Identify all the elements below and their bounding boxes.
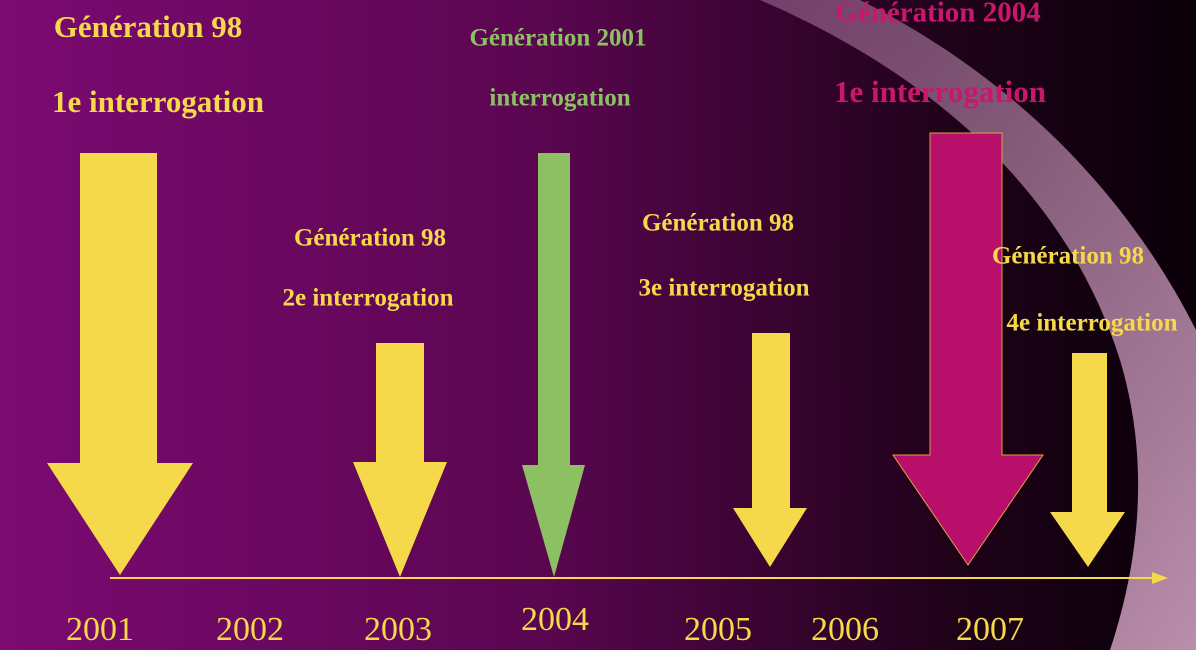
event-subtitle: 1e interrogation [834,74,1046,109]
arrow [1050,353,1125,567]
year: 2006 [811,611,879,648]
year: 2001 [66,611,134,648]
event-title: Génération 2004 [835,0,1040,29]
year: 2002 [216,611,284,648]
event-title: Génération 98 [54,9,243,44]
event-subtitle: 2e interrogation [282,285,453,312]
event-subtitle: 1e interrogation [52,84,264,119]
swoosh [760,0,1196,650]
event-title: Génération 98 [642,210,794,237]
arrow [892,132,1044,566]
year: 2003 [364,611,432,648]
year: 2004 [521,601,589,638]
arrow [733,333,807,567]
event-subtitle: interrogation [489,85,630,112]
arrow [522,153,585,577]
event-subtitle: 3e interrogation [638,275,809,302]
event-title: Génération 2001 [469,25,646,52]
arrow [47,153,193,575]
event-title: Génération 98 [992,243,1144,270]
arrow [353,343,447,577]
timeline-head [1152,572,1168,584]
year: 2007 [956,611,1024,648]
year: 2005 [684,611,752,648]
event-title: Génération 98 [294,225,446,252]
event-subtitle: 4e interrogation [1006,310,1177,337]
